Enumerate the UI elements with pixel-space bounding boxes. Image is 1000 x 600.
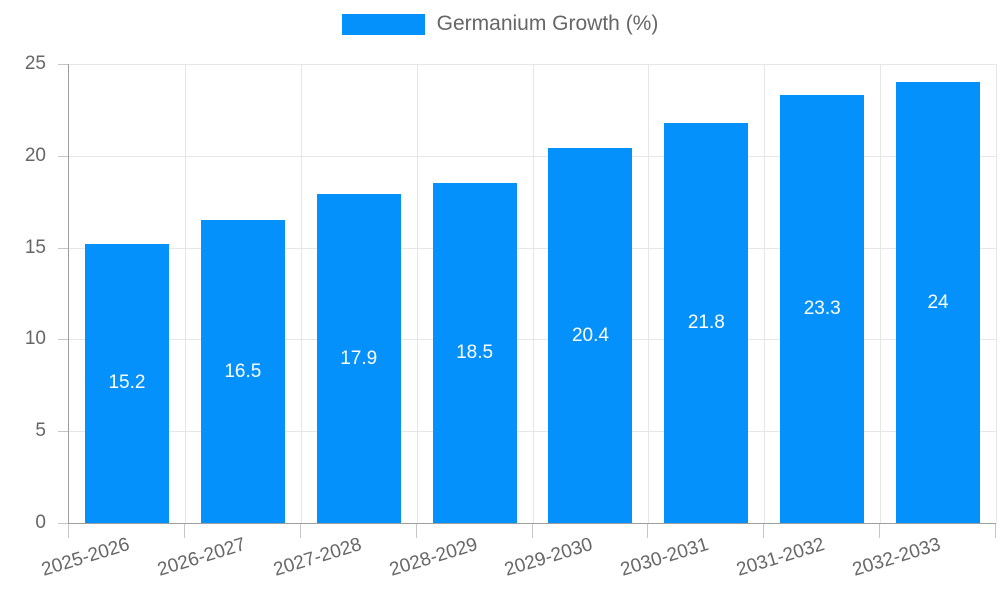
gridline-vertical bbox=[648, 64, 650, 523]
bar-2030-2031[interactable] bbox=[664, 122, 749, 523]
y-tick-label: 5 bbox=[35, 420, 46, 442]
y-tick-mark bbox=[58, 247, 68, 249]
x-tick-label: 2032-2033 bbox=[850, 534, 944, 581]
y-tick-label: 15 bbox=[24, 236, 46, 258]
y-tick-mark bbox=[58, 339, 68, 341]
y-tick-label: 20 bbox=[24, 144, 46, 166]
bar-value-label: 15.2 bbox=[108, 372, 146, 394]
y-tick-mark bbox=[58, 523, 68, 524]
bar-2025-2026[interactable] bbox=[84, 243, 169, 523]
x-tick-label: 2027-2028 bbox=[270, 534, 364, 581]
x-tick-label: 2031-2032 bbox=[734, 534, 828, 581]
x-tick-mark bbox=[995, 524, 996, 538]
bar-2032-2033[interactable] bbox=[896, 82, 981, 523]
legend-swatch bbox=[341, 13, 425, 35]
x-tick-label: 2029-2030 bbox=[502, 534, 596, 581]
bar-2031-2032[interactable] bbox=[780, 95, 865, 523]
x-tick-label: 2028-2029 bbox=[386, 534, 480, 581]
x-tick-mark bbox=[879, 524, 881, 538]
x-tick-mark bbox=[415, 524, 417, 538]
gridline-vertical bbox=[184, 64, 186, 523]
y-tick-label: 0 bbox=[35, 512, 46, 533]
bar-value-label: 17.9 bbox=[340, 347, 378, 369]
x-tick-label: 2030-2031 bbox=[618, 534, 712, 581]
x-tick-label: 2026-2027 bbox=[154, 534, 248, 581]
y-tick-label: 25 bbox=[24, 53, 46, 74]
bar-2028-2029[interactable] bbox=[432, 183, 517, 523]
y-tick-mark bbox=[58, 64, 68, 65]
y-tick-label: 10 bbox=[24, 328, 46, 350]
x-tick-mark bbox=[763, 524, 765, 538]
legend-label: Germanium Growth (%) bbox=[436, 12, 659, 35]
bar-2026-2027[interactable] bbox=[200, 220, 285, 523]
bar-2027-2028[interactable] bbox=[316, 194, 401, 523]
bar-value-label: 21.8 bbox=[687, 311, 725, 333]
x-tick-mark bbox=[647, 524, 649, 538]
x-tick-mark bbox=[183, 524, 185, 538]
x-tick-mark bbox=[68, 524, 69, 538]
bar-2029-2030[interactable] bbox=[548, 148, 633, 523]
gridline-vertical bbox=[764, 64, 766, 523]
x-tick-mark bbox=[531, 524, 533, 538]
bar-value-label: 20.4 bbox=[571, 324, 609, 346]
gridline-vertical bbox=[532, 64, 534, 523]
gridline-vertical bbox=[300, 64, 302, 523]
bar-value-label: 23.3 bbox=[803, 298, 841, 320]
x-tick-label: 2025-2026 bbox=[39, 534, 133, 581]
x-tick-mark bbox=[299, 524, 301, 538]
y-tick-mark bbox=[58, 155, 68, 157]
bar-value-label: 24 bbox=[927, 291, 949, 313]
bar-value-label: 16.5 bbox=[224, 360, 262, 382]
legend[interactable]: Germanium Growth (%) bbox=[0, 12, 1000, 36]
gridline-vertical bbox=[996, 64, 997, 523]
gridline-vertical bbox=[880, 64, 882, 523]
gridline-vertical bbox=[416, 64, 418, 523]
bar-value-label: 18.5 bbox=[456, 342, 494, 364]
y-tick-mark bbox=[58, 431, 68, 433]
plot-area: 15.2 16.5 17.9 18.5 20.4 21.8 23.3 24 bbox=[68, 64, 997, 524]
